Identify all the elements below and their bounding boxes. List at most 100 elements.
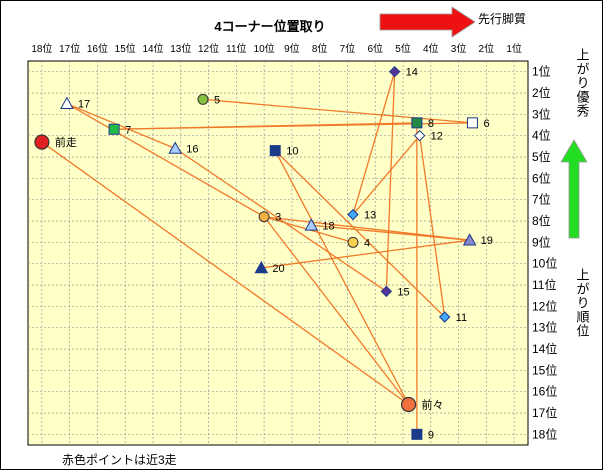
- point-label: 9: [428, 429, 434, 441]
- connector-line: [66, 103, 265, 218]
- x-tick-label: 12位: [198, 42, 219, 55]
- point-label: 15: [397, 286, 409, 298]
- connector-line: [274, 150, 410, 405]
- x-tick-labels: 18位 17位 16位 15位 14位 13位 12位 11位 10位 9位 8位 7位 6位 5位 4位 3…: [31, 42, 522, 55]
- point-marker: [60, 96, 74, 109]
- chart-title: 4コーナー位置取り: [214, 19, 325, 34]
- point-marker: [197, 93, 209, 105]
- data-point: 6: [466, 117, 490, 130]
- point-label: 16: [186, 143, 198, 155]
- point-label: 8: [428, 118, 434, 130]
- connector-line: [114, 122, 417, 130]
- grid: [28, 61, 528, 445]
- point-label: 19: [481, 235, 493, 247]
- point-marker: [462, 233, 477, 246]
- data-point: 9: [411, 428, 434, 441]
- connector-line: [419, 135, 446, 318]
- arrow-label-top: 先行脚質: [478, 11, 526, 26]
- point-marker: [269, 145, 281, 157]
- data-point: 前々: [400, 396, 444, 413]
- x-tick-label: 1位: [506, 42, 522, 55]
- point-label: 6: [483, 118, 489, 130]
- footnote: 赤色ポイントは近3走: [62, 453, 177, 467]
- connector-line: [263, 216, 410, 405]
- connector-line: [264, 216, 470, 241]
- x-tick-label: 10位: [254, 42, 275, 55]
- point-label: 20: [272, 263, 284, 275]
- y-tick-label: 1位: [532, 64, 551, 79]
- point-marker: [347, 236, 359, 248]
- y-tick-labels: 1位 2位 3位 4位 5位 6位 7位 8位 9位 10位 11位 12位 13位 14位 15位 16位 1…: [532, 64, 557, 442]
- x-tick-label: 18位: [31, 42, 52, 55]
- x-tick-label: 16位: [87, 42, 108, 55]
- point-label: 13: [364, 210, 376, 222]
- y-tick-label: 10位: [532, 256, 557, 271]
- x-tick-label: 17位: [59, 42, 80, 55]
- data-point: 7: [108, 123, 131, 136]
- y-tick-label: 6位: [532, 170, 551, 185]
- connector-line: [311, 224, 470, 241]
- x-tick-label: 3位: [451, 42, 467, 55]
- data-point: 4: [347, 236, 370, 249]
- x-tick-label: 8位: [312, 42, 328, 55]
- data-point: 12: [413, 129, 443, 143]
- point-label: 7: [125, 124, 131, 136]
- point-label: 11: [456, 312, 467, 324]
- point-label: 3: [275, 212, 281, 224]
- data-point: 19: [462, 233, 493, 247]
- data-point: 10: [269, 145, 298, 158]
- y-tick-label: 3位: [532, 106, 551, 121]
- x-tick-label: 15位: [115, 42, 136, 55]
- data-point: 20: [254, 260, 285, 275]
- x-tick-label: 6位: [367, 42, 383, 55]
- connector-line: [274, 150, 446, 318]
- point-marker: [380, 285, 393, 298]
- point-label: 18: [322, 220, 334, 232]
- data-point: 15: [380, 285, 410, 298]
- data-point: 3: [258, 211, 281, 224]
- y-tick-label: 16位: [532, 384, 557, 399]
- x-tick-label: 9位: [284, 42, 300, 55]
- data-point: 18: [304, 218, 335, 232]
- point-marker: [347, 208, 359, 221]
- data-point: 17: [60, 96, 90, 111]
- data-point: 14: [388, 65, 418, 79]
- y-tick-label: 12位: [532, 298, 557, 313]
- connector-line: [385, 71, 396, 292]
- x-tick-label: 7位: [340, 42, 356, 55]
- connector-line: [261, 239, 470, 269]
- x-tick-label: 13位: [170, 42, 191, 55]
- point-label: 前走: [55, 135, 77, 149]
- point-label: 前々: [422, 397, 444, 411]
- point-label: 10: [286, 146, 298, 158]
- connector-line: [66, 103, 176, 150]
- data-point: 13: [347, 208, 376, 222]
- connector-line: [352, 71, 396, 215]
- point-label: 4: [364, 237, 370, 249]
- y-tick-label: 5位: [532, 149, 551, 164]
- green-arrow-icon: [560, 139, 588, 239]
- point-marker: [388, 65, 401, 78]
- right-label-bottom: 上がり順位: [575, 268, 590, 338]
- point-marker: [466, 117, 478, 129]
- point-marker: [258, 211, 270, 223]
- y-tick-label: 9位: [532, 234, 551, 249]
- x-tick-label: 2位: [479, 42, 495, 55]
- connector-lines: [41, 71, 473, 435]
- x-tick-label: 4位: [423, 42, 439, 55]
- y-tick-label: 2位: [532, 85, 551, 100]
- point-label: 12: [431, 131, 443, 143]
- right-label-top: 上がり優秀: [575, 48, 590, 118]
- y-tick-label: 17位: [532, 405, 557, 420]
- x-tick-label: 11位: [226, 42, 246, 55]
- point-marker: [254, 260, 269, 274]
- x-tick-label: 5位: [395, 42, 411, 55]
- point-marker: [400, 396, 417, 413]
- connector-line: [41, 141, 409, 405]
- x-tick-label: 14位: [142, 42, 163, 55]
- y-tick-label: 11位: [532, 277, 556, 292]
- point-marker: [34, 134, 50, 150]
- point-marker: [411, 117, 423, 129]
